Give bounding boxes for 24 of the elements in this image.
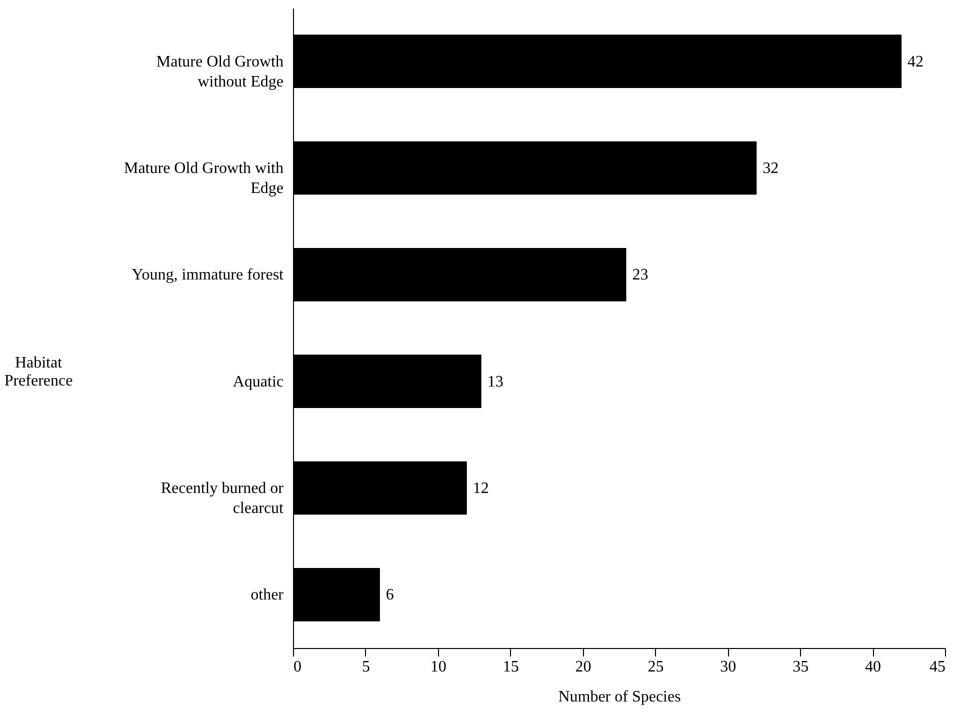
x-axis-title: Number of Species: [558, 688, 681, 706]
x-tick-label: 15: [502, 658, 519, 676]
x-tick-label: 20: [575, 658, 592, 676]
data-label: 32: [762, 160, 779, 177]
y-axis-title: Habitat Preference: [4, 354, 73, 390]
x-tick-label: 25: [648, 658, 664, 676]
y-tick-label: Aquatic: [232, 373, 284, 390]
x-tick-label: 5: [362, 658, 370, 676]
data-label: 13: [487, 373, 504, 390]
y-tick-label: other: [250, 586, 284, 604]
data-label: 42: [908, 53, 924, 70]
x-tick-label: 45: [930, 658, 946, 676]
y-tick-label: Mature Old Growth with Edge: [124, 160, 284, 197]
x-tick-label: 0: [294, 658, 302, 676]
y-tick-label: Recently burned or clearcut: [160, 480, 284, 517]
y-tick-label: Young, immature forest: [132, 266, 284, 284]
x-tick-label: 30: [720, 658, 736, 676]
data-label: 12: [472, 480, 489, 497]
y-tick-label: Mature Old Growth without Edge: [156, 53, 284, 90]
x-tick-label: 35: [792, 658, 809, 676]
x-tick-label: 40: [865, 658, 882, 676]
data-label: 23: [632, 266, 648, 284]
data-label: 6: [386, 586, 394, 604]
x-tick-label: 10: [430, 658, 446, 676]
